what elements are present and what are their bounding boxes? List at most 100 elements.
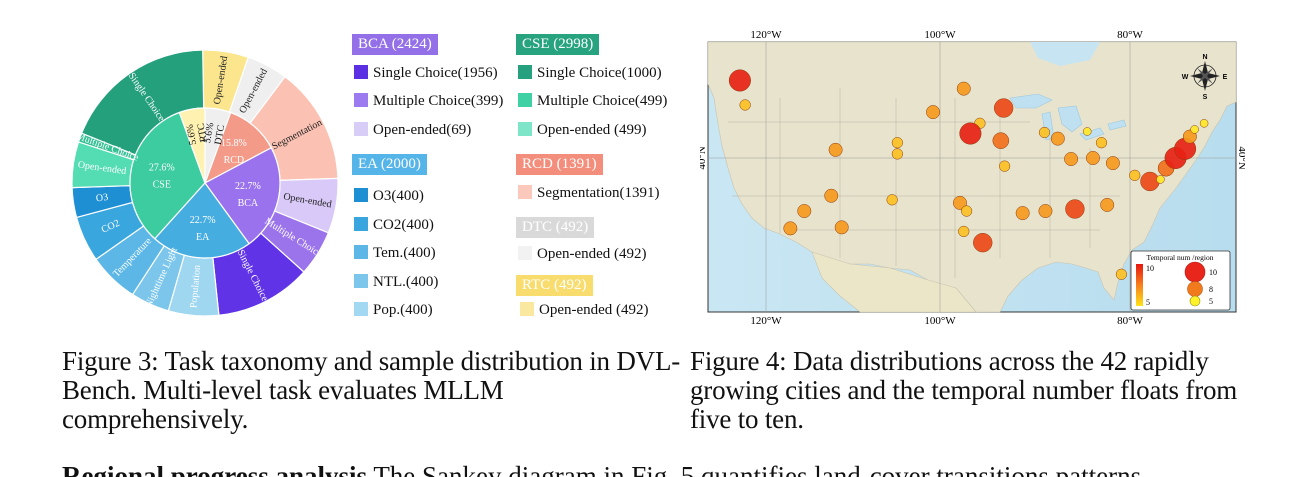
legend-label: Segmentation(1391) (537, 185, 660, 201)
legend-label: Single Choice(1956) (373, 65, 498, 81)
legend-swatch (354, 122, 368, 136)
sunburst-inner-segment (204, 107, 232, 184)
city-marker (1115, 268, 1128, 280)
size-legend-marker (1184, 261, 1206, 283)
paragraph-heading: Regional progress analysis (62, 462, 368, 477)
city-markers (728, 69, 1209, 280)
tick-label-bottom: 80°W (1117, 315, 1143, 327)
tick-label-bottom: 120°W (750, 315, 782, 327)
city-marker (992, 132, 1010, 149)
city-marker (824, 188, 839, 203)
tick-label-right: 40°N (1236, 146, 1245, 169)
next-paragraph: Regional progress analysis The Sankey di… (62, 462, 1302, 477)
city-marker (891, 137, 903, 149)
legend-label: Open-ended (499) (537, 122, 647, 138)
legend-header-cse: CSE (2998) (516, 34, 600, 55)
legend-label: O3(400) (373, 188, 424, 204)
city-marker (1065, 199, 1085, 219)
legend-item: Single Choice(1000) (518, 64, 662, 82)
city-marker (961, 205, 973, 217)
legend-item: NTL.(400) (354, 273, 438, 291)
sunburst-outer-label: Population (188, 265, 203, 309)
city-marker (886, 194, 898, 206)
sunburst-inner-segment (129, 111, 206, 240)
legend-swatch (354, 188, 368, 202)
compass-letter: W (1182, 74, 1189, 81)
city-marker (783, 221, 798, 236)
legend-swatch (354, 217, 368, 231)
size-legend-label: 5 (1209, 297, 1213, 306)
size-legend-label: 8 (1209, 285, 1213, 294)
legend-swatch (518, 185, 532, 199)
mexico-land (811, 251, 977, 313)
legend-swatch (354, 65, 368, 79)
city-marker (1064, 152, 1079, 166)
legend-label: Multiple Choice(399) (373, 93, 504, 109)
city-marker (1038, 126, 1051, 139)
legend-label: CO2(400) (373, 217, 434, 233)
sunburst-inner-segment (204, 146, 281, 245)
legend-item: Segmentation(1391) (518, 184, 659, 202)
legend-swatch (354, 245, 368, 259)
legend-label: Open-ended (492) (539, 302, 649, 318)
sunburst-inner-label: 22.7% BCA (235, 181, 261, 209)
city-marker (953, 195, 967, 210)
tick-label-bottom: 100°W (924, 315, 956, 327)
sunburst-inner-label: 5.6%DTC (202, 122, 227, 146)
legend-swatch (518, 93, 532, 107)
legend-swatch (354, 274, 368, 288)
city-marker (1083, 127, 1092, 136)
legend-swatch (520, 302, 534, 316)
legend-swatch (354, 93, 368, 107)
legend-label: Multiple Choice(499) (537, 93, 668, 109)
city-marker (1129, 169, 1141, 181)
city-marker (1199, 119, 1209, 128)
legend-item: Open-ended(69) (354, 121, 471, 139)
map-legend-title: Temporal num /region (1147, 253, 1214, 262)
sunburst-inner-label: 27.6% CSE (149, 163, 175, 191)
city-marker (797, 204, 812, 218)
us-city-distribution-map: 120°W 100°W 80°W 120°W 100°W 80°W 40°N 4… (700, 29, 1245, 327)
sunburst-inner-label: 5.6%RTC (185, 121, 210, 145)
city-marker (1105, 156, 1120, 171)
legend-swatch (518, 65, 532, 79)
caption-label: Figure 4: (690, 346, 787, 376)
tick-label-top: 80°W (1117, 29, 1143, 41)
paragraph-text: The Sankey diagram in Fig. 5 quantifies … (373, 462, 1142, 477)
legend-item: Single Choice(1956) (354, 64, 498, 82)
caption-text: Data distributions across the 42 rapidly… (690, 346, 1238, 434)
city-marker (1190, 125, 1199, 134)
legend-item: Open-ended (499) (518, 121, 647, 139)
city-marker (999, 160, 1011, 172)
legend-item: Multiple Choice(499) (518, 92, 667, 110)
sunburst-inner-segment (153, 182, 250, 259)
sunburst-inner-label: 22.7% EA (190, 215, 216, 243)
caption-label: Figure 3: (62, 346, 159, 376)
color-scale-bar (1136, 264, 1143, 306)
city-marker (1015, 206, 1030, 221)
tick-label-left: 40°N (700, 146, 708, 169)
compass-letter: E (1223, 74, 1228, 81)
city-marker (926, 105, 940, 120)
legend-label: Open-ended(69) (373, 122, 472, 138)
hudson-bay (1030, 42, 1100, 66)
tick-label-top: 120°W (750, 29, 782, 41)
city-marker (973, 233, 993, 253)
color-scale-min: 5 (1146, 298, 1150, 307)
city-marker (891, 148, 903, 160)
sunburst-inner-label: 15.8% RCD (221, 138, 247, 166)
legend-item: Tem.(400) (354, 244, 436, 262)
legend-swatch (354, 302, 368, 316)
task-taxonomy-sunburst: Open-ended Open-endedSegmentationOpen-end… (71, 49, 339, 317)
legend-header-rcd: RCD (1391) (516, 154, 603, 175)
legend-header-ea: EA (2000) (352, 154, 427, 175)
city-marker (994, 98, 1014, 118)
city-marker (728, 69, 751, 92)
legend-header-bca: BCA (2424) (352, 34, 438, 55)
compass-letter: S (1203, 94, 1208, 101)
compass-letter: N (1202, 54, 1207, 61)
city-marker (1095, 137, 1108, 149)
city-marker (1050, 131, 1065, 146)
size-legend-marker (1187, 281, 1203, 297)
size-legend-marker (1189, 295, 1201, 307)
